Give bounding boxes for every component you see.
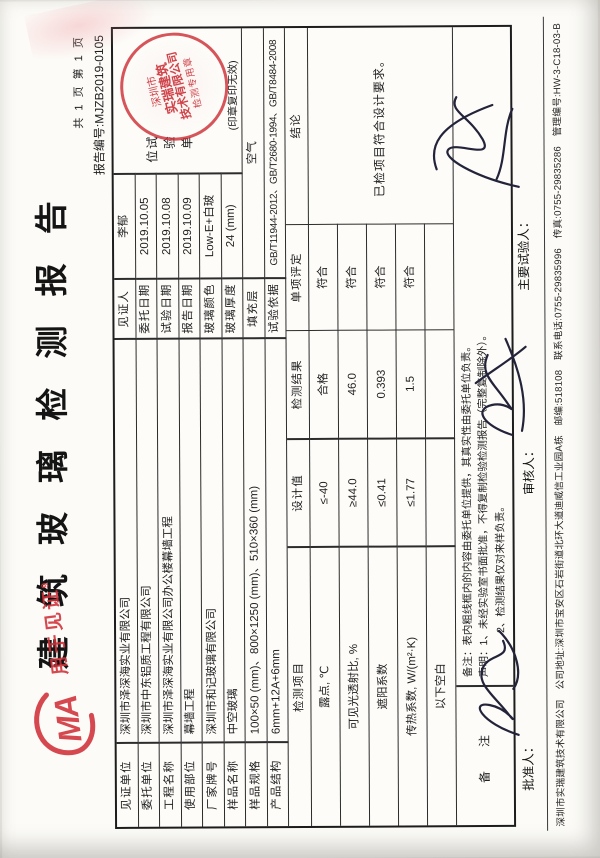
result-item: 露点, ℃ bbox=[310, 545, 342, 826]
row-label: 委托单位 bbox=[138, 741, 161, 827]
result-value: 46.0 bbox=[338, 329, 369, 438]
row-value: 幕墙工程 bbox=[179, 337, 203, 742]
column-header-item: 检测项目 bbox=[287, 545, 313, 827]
result-value bbox=[425, 329, 456, 438]
row-value: 中空玻璃 bbox=[222, 337, 246, 742]
cma-logo-icon: MA bbox=[30, 681, 101, 762]
test-standards: GB/T11944-2012、GB/T2680-1994、GB/T8484-20… bbox=[263, 28, 287, 278]
row-label: 样品规格 bbox=[245, 741, 268, 827]
reviewer-label: 审核人： bbox=[522, 444, 537, 495]
footer-info: 深圳市实瑞建筑技术有限公司 公司地址:深圳市宝安区石岩街道北环大道迪威信工业园A… bbox=[551, 22, 568, 827]
cma-superscript: 9 bbox=[39, 579, 52, 589]
row-value: 100×50 (mm)、800×1250 (mm)、510×360 (mm) bbox=[243, 337, 268, 742]
row-label: 玻璃颜色 bbox=[200, 277, 223, 338]
row-value: 空气 bbox=[241, 28, 265, 278]
result-design bbox=[426, 437, 456, 546]
report-number: 报告编号:MJZB2019-0105 bbox=[91, 35, 107, 176]
row-value: Low-E+白玻 bbox=[199, 172, 222, 278]
cma-caption: 用于见证9 bbox=[39, 579, 72, 677]
row-value: 深圳市和记玻璃有限公司 bbox=[200, 337, 225, 742]
reviewer-signature bbox=[474, 337, 527, 436]
row-label: 见证单位 bbox=[116, 741, 139, 827]
row-value: 2019.10.09 bbox=[178, 172, 201, 278]
info-section: 见证单位 深圳市泽深海实业有限公司 见证人 李郁 试验单位 深圳市 实瑞建筑 技… bbox=[109, 21, 290, 827]
row-label: 试验依据 bbox=[264, 277, 287, 338]
result-verdict: 符合 bbox=[308, 223, 339, 330]
row-label: 厂家牌号 bbox=[202, 741, 225, 827]
row-value: 深圳市中东铝质工程有限公司 bbox=[136, 337, 160, 742]
row-label: 报告日期 bbox=[178, 277, 201, 338]
column-header-design: 设计值 bbox=[287, 437, 311, 547]
row-label: 见证人 bbox=[114, 277, 137, 338]
row-value: 深圳市泽深海实业有限公司办公楼幕墙工程 bbox=[157, 337, 182, 742]
result-item: 传热系数, W/(m²·K) bbox=[397, 545, 429, 826]
result-verdict: 符合 bbox=[395, 223, 426, 330]
row-value: 李郁 bbox=[113, 172, 136, 278]
result-value: 合格 bbox=[309, 329, 340, 438]
row-value: 6mm+12A+6mm bbox=[265, 337, 289, 742]
test-unit-label: 试验单位 bbox=[145, 137, 199, 166]
cma-accreditation-stamp: MA 用于见证9 bbox=[16, 575, 100, 762]
result-design: ≤-40 bbox=[310, 437, 340, 546]
seal-copy-note: (印章复印无效) bbox=[227, 60, 240, 131]
row-label: 使用部位 bbox=[181, 741, 204, 827]
row-label: 填充层 bbox=[243, 277, 266, 338]
page-count: 共 1 页 第 1 页 bbox=[72, 35, 86, 129]
chief-tester-signature bbox=[432, 96, 520, 188]
cma-logo-text: MA bbox=[46, 694, 89, 745]
row-label: 委托日期 bbox=[135, 277, 158, 338]
result-design: ≥44.0 bbox=[339, 437, 369, 546]
test-unit-stamp-cell: 试验单位 深圳市 实瑞建筑 技术有限公司 检测专用章 (印章复印无效) bbox=[109, 21, 243, 173]
row-label: 工程名称 bbox=[159, 741, 182, 827]
row-label: 玻璃厚度 bbox=[221, 277, 244, 338]
column-header-verdict: 单项评定 bbox=[285, 223, 310, 331]
row-value: 24 (mm) bbox=[221, 172, 244, 278]
approver-label: 批准人： bbox=[521, 740, 536, 791]
result-design: ≤1.77 bbox=[397, 437, 427, 546]
row-value: 2019.10.08 bbox=[156, 172, 179, 278]
result-item: 遮阳系数 bbox=[368, 545, 400, 826]
footer-divider bbox=[542, 16, 549, 831]
column-header-result: 检测结果 bbox=[286, 329, 311, 439]
chief-tester-label: 主要试验人： bbox=[516, 215, 532, 291]
row-label: 样品名称 bbox=[224, 741, 247, 827]
result-verdict bbox=[424, 223, 455, 330]
result-value: 1.5 bbox=[396, 329, 427, 438]
row-label: 试验日期 bbox=[157, 277, 180, 338]
row-label: 产品结构 bbox=[267, 741, 290, 827]
row-value: 深圳市泽深海实业有限公司 bbox=[114, 337, 139, 742]
result-item: 以下空白 bbox=[426, 545, 458, 826]
result-design: ≤0.41 bbox=[368, 437, 398, 546]
row-value: 2019.10.05 bbox=[135, 172, 158, 278]
result-verdict: 符合 bbox=[337, 223, 368, 330]
approver-signature bbox=[478, 629, 520, 736]
column-header-conclusion: 结论 bbox=[284, 27, 309, 225]
result-item: 可见光透射比, % bbox=[339, 545, 371, 826]
company-seal-icon: 深圳市 实瑞建筑 技术有限公司 检测专用章 bbox=[109, 21, 240, 152]
result-verdict: 符合 bbox=[366, 223, 397, 330]
result-value: 0.393 bbox=[367, 329, 398, 438]
